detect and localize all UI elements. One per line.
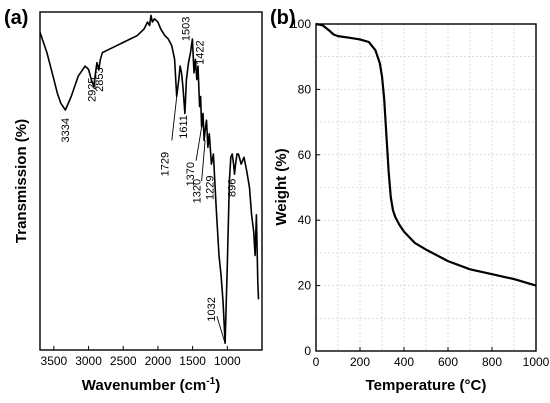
tga-y-tick-label: 20 — [298, 279, 312, 293]
ftir-x-tick-label: 3000 — [75, 354, 102, 368]
ftir-x-tick-label: 2000 — [145, 354, 172, 368]
peak-label: 1422 — [195, 40, 207, 64]
tga-x-tick-label: 400 — [394, 355, 414, 369]
ftir-series-line — [39, 14, 260, 345]
peak-label: 1032 — [206, 297, 218, 321]
ftir-plot-frame — [39, 11, 263, 351]
ftir-x-tick-label: 1500 — [179, 354, 206, 368]
tga-x-tick-label: 200 — [350, 355, 370, 369]
peak-label: 1729 — [160, 152, 172, 176]
tga-x-tick-label: 600 — [438, 355, 458, 369]
tga-y-tick-label: 80 — [298, 82, 312, 96]
ftir-x-tick-label: 2500 — [110, 354, 137, 368]
ftir-x-ticks: 3500 3000 2500 2000 1500 1000 — [41, 346, 241, 368]
peak-label: 2853 — [94, 67, 106, 91]
peak-leader-line — [201, 140, 206, 182]
ftir-chart: (a) 3500 3000 2500 2000 1500 1000 3334 2925285… — [4, 7, 263, 394]
tga-y-tick-label: 40 — [298, 213, 312, 227]
peak-label: 1611 — [178, 115, 190, 139]
tga-ticks: 0 200 400 600 800 1000 0 20 40 60 80 100 — [291, 17, 550, 369]
ftir-x-axis-label: Wavenumber (cm-1) — [82, 376, 220, 394]
tga-y-tick-label: 0 — [304, 344, 311, 358]
panel-label-a: (a) — [4, 7, 28, 29]
peak-leader-line — [216, 316, 226, 344]
panel-label-b: (b) — [270, 7, 296, 29]
ftir-x-tick-label: 3500 — [41, 354, 68, 368]
peak-label: 896 — [227, 179, 239, 197]
ftir-x-tick-label: 1000 — [214, 354, 241, 368]
ftir-spectrum-line — [39, 14, 260, 345]
tga-x-axis-label: Temperature (°C) — [366, 377, 487, 394]
peak-leader-line — [195, 126, 203, 161]
tga-grid — [315, 23, 537, 352]
peak-label: 3334 — [60, 118, 72, 142]
peak-label: 1503 — [181, 17, 193, 41]
peak-label: 2925 — [87, 77, 99, 101]
peak-leader-line — [171, 96, 178, 141]
ftir-y-axis-label: Transmission (%) — [13, 119, 30, 243]
peak-label: 1370 — [185, 162, 197, 186]
tga-plot-frame — [315, 23, 537, 352]
tga-chart: (b) 0 200 400 600 800 1000 0 20 40 60 80 100 Temper… — [270, 7, 550, 394]
peak-label: 1229 — [204, 176, 216, 200]
tga-x-tick-label: 1000 — [523, 355, 550, 369]
tga-y-tick-label: 100 — [291, 17, 311, 31]
tga-x-tick-label: 800 — [482, 355, 502, 369]
tga-y-tick-label: 60 — [298, 148, 312, 162]
tga-x-tick-label: 0 — [313, 355, 320, 369]
tga-weight-line — [315, 22, 537, 287]
tga-series-line — [315, 22, 537, 287]
peak-label: 1320 — [191, 179, 203, 203]
tga-y-axis-label: Weight (%) — [273, 148, 290, 225]
